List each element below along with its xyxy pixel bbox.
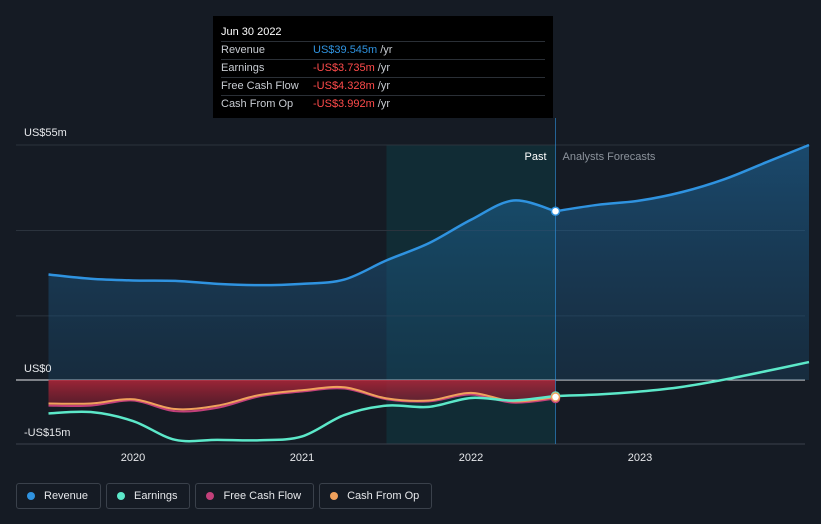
- x-tick-label: 2022: [459, 452, 483, 464]
- tooltip-label: Earnings: [221, 62, 265, 74]
- free-cash-flow-line: [48, 387, 556, 413]
- revenue-forecast-line: [555, 143, 810, 213]
- legend-item-free-cash-flow[interactable]: Free Cash Flow: [195, 483, 315, 509]
- legend-label: Free Cash Flow: [223, 490, 302, 502]
- tooltip-unit: /yr: [377, 62, 390, 74]
- tooltip-value: -US$3.992m: [313, 98, 375, 110]
- legend: Revenue Earnings Free Cash Flow Cash Fro…: [16, 483, 433, 511]
- cash-from-op-marker: [550, 392, 561, 402]
- tooltip: Jun 30 2022 Revenue US$39.545m /yr Earni…: [213, 16, 553, 118]
- earnings-line: [48, 394, 556, 443]
- legend-label: Cash From Op: [347, 490, 420, 502]
- legend-item-revenue[interactable]: Revenue: [16, 483, 102, 509]
- y-axis-label: US$55m: [24, 127, 67, 139]
- forecast-label: Analysts Forecasts: [563, 151, 656, 163]
- legend-item-earnings[interactable]: Earnings: [106, 483, 191, 509]
- tooltip-label: Revenue: [221, 44, 266, 56]
- tooltip-label: Cash From Op: [221, 98, 294, 110]
- legend-dot-icon: [117, 492, 126, 500]
- tooltip-value: -US$4.328m: [313, 80, 375, 92]
- legend-label: Earnings: [134, 490, 178, 502]
- tooltip-row-cash-from-op: Cash From Op -US$3.992m /yr: [221, 95, 545, 113]
- tooltip-label: Free Cash Flow: [221, 80, 299, 92]
- tooltip-value: US$39.545m: [313, 44, 378, 56]
- earnings-forecast-line: [555, 360, 810, 398]
- y-axis-label: US$0: [24, 363, 52, 375]
- y-axis-label: -US$15m: [24, 427, 70, 439]
- legend-label: Revenue: [44, 490, 89, 502]
- revenue-marker: [550, 206, 561, 216]
- past-label: Past: [524, 151, 546, 163]
- legend-dot-icon: [330, 492, 339, 500]
- legend-item-cash-from-op[interactable]: Cash From Op: [319, 483, 433, 509]
- x-tick-label: 2023: [628, 452, 652, 464]
- tooltip-row-revenue: Revenue US$39.545m /yr: [221, 41, 545, 59]
- revenue-line: [48, 199, 556, 287]
- cash-from-op-line: [48, 385, 556, 411]
- legend-dot-icon: [206, 492, 215, 500]
- tooltip-row-earnings: Earnings -US$3.735m /yr: [221, 59, 545, 77]
- tooltip-date: Jun 30 2022: [221, 26, 282, 38]
- x-tick-label: 2021: [290, 452, 314, 464]
- tooltip-value: -US$3.735m: [313, 62, 375, 74]
- tooltip-unit: /yr: [380, 44, 393, 56]
- tooltip-row-free-cash-flow: Free Cash Flow -US$4.328m /yr: [221, 77, 545, 95]
- legend-dot-icon: [27, 492, 35, 500]
- negative-cashflow-area: [48, 380, 556, 412]
- tooltip-unit: /yr: [377, 98, 390, 110]
- tooltip-unit: /yr: [377, 80, 390, 92]
- x-tick-label: 2020: [121, 452, 145, 464]
